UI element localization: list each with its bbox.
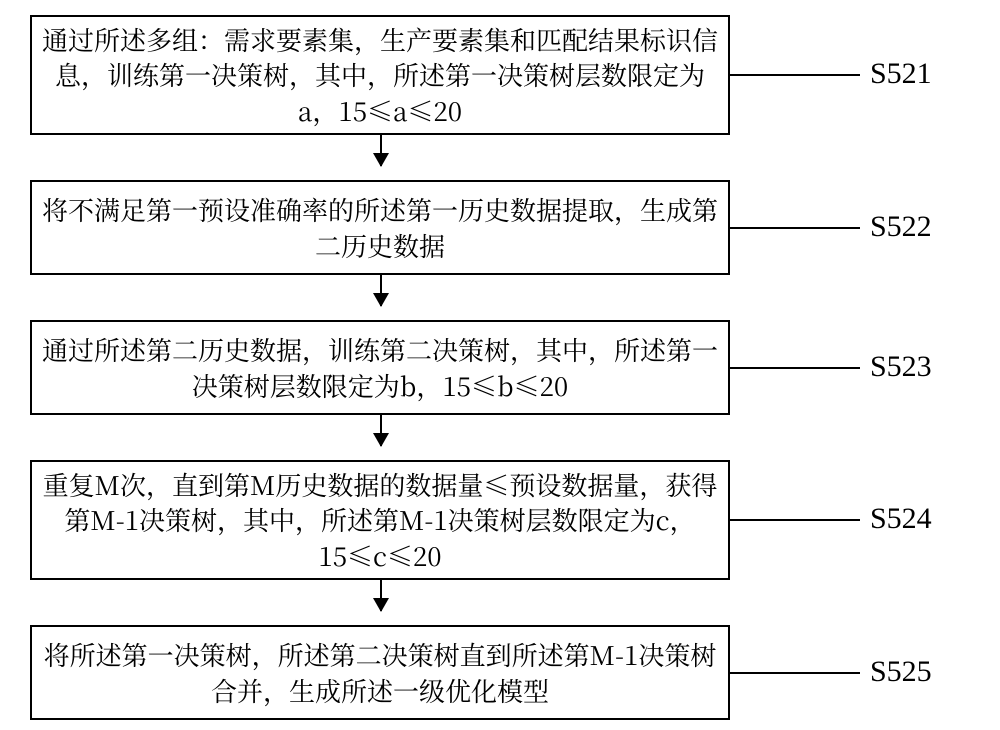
flow-node-s524: 重复M次，直到第M历史数据的数据量≤预设数据量，获得第M-1决策树，其中，所述第… xyxy=(30,460,730,580)
flow-node-s525: 将所述第一决策树，所述第二决策树直到所述第M-1决策树合并，生成所述一级优化模型 xyxy=(30,625,730,720)
step-label-s522: S522 xyxy=(870,210,932,244)
flow-node-text: 将不满足第一预设准确率的所述第一历史数据提取，生成第二历史数据 xyxy=(42,192,718,262)
label-connector xyxy=(730,672,860,674)
flow-node-s522: 将不满足第一预设准确率的所述第一历史数据提取，生成第二历史数据 xyxy=(30,180,730,275)
flow-arrow xyxy=(380,415,382,446)
label-connector xyxy=(730,227,860,229)
flow-arrow xyxy=(380,580,382,611)
step-label-s525: S525 xyxy=(870,655,932,689)
flow-node-text: 将所述第一决策树，所述第二决策树直到所述第M-1决策树合并，生成所述一级优化模型 xyxy=(42,637,718,707)
flow-arrow xyxy=(380,135,382,166)
flow-node-text: 重复M次，直到第M历史数据的数据量≤预设数据量，获得第M-1决策树，其中，所述第… xyxy=(42,467,718,572)
step-label-s521: S521 xyxy=(870,57,932,91)
flow-node-text: 通过所述多组：需求要素集，生产要素集和匹配结果标识信息，训练第一决策树，其中，所… xyxy=(42,22,718,127)
flow-node-s523: 通过所述第二历史数据，训练第二决策树，其中，所述第一决策树层数限定为b，15≤b… xyxy=(30,320,730,415)
label-connector xyxy=(730,367,860,369)
flow-node-text: 通过所述第二历史数据，训练第二决策树，其中，所述第一决策树层数限定为b，15≤b… xyxy=(42,332,718,402)
label-connector xyxy=(730,519,860,521)
flow-node-s521: 通过所述多组：需求要素集，生产要素集和匹配结果标识信息，训练第一决策树，其中，所… xyxy=(30,15,730,135)
label-connector xyxy=(730,74,860,76)
step-label-s523: S523 xyxy=(870,350,932,384)
step-label-s524: S524 xyxy=(870,502,932,536)
flow-arrow xyxy=(380,275,382,306)
flowchart-canvas: 通过所述多组：需求要素集，生产要素集和匹配结果标识信息，训练第一决策树，其中，所… xyxy=(0,0,1000,730)
